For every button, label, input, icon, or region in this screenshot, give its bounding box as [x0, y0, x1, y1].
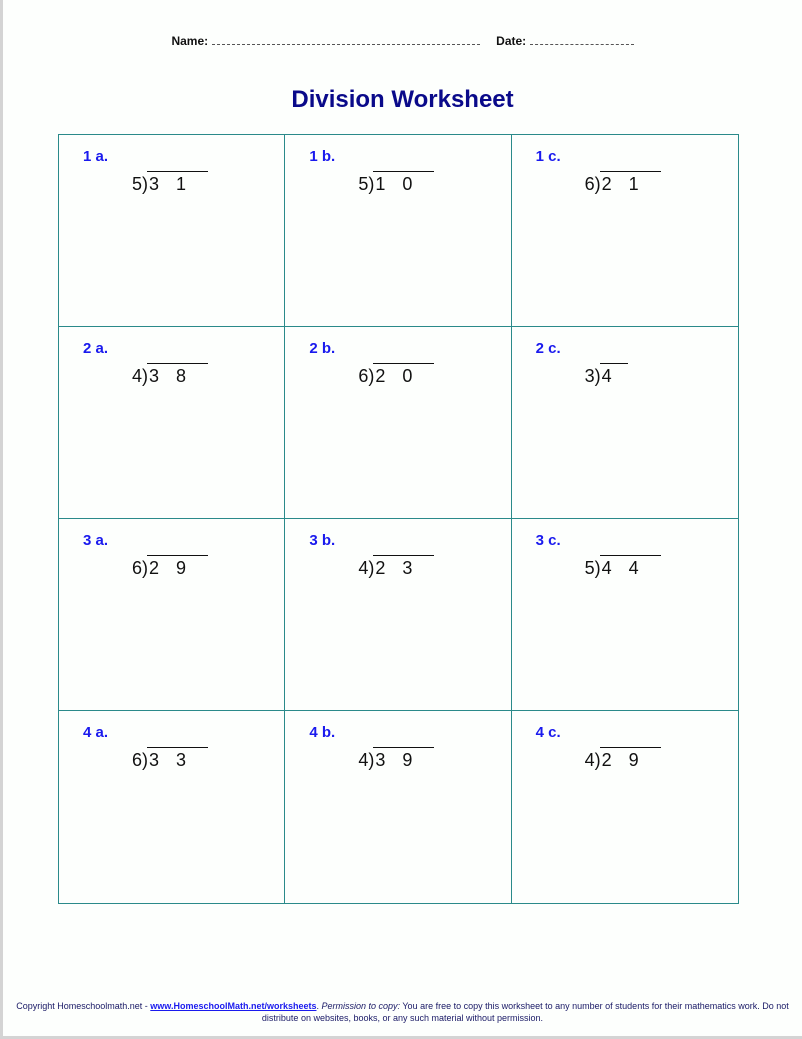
divisor: 4) [358, 750, 375, 770]
name-date-header: Name: Date: [3, 34, 802, 48]
long-division-problem: 3)4 [585, 363, 628, 387]
page-title: Division Worksheet [291, 86, 514, 113]
problem-cell: 4 a. 6)3 3 [59, 711, 286, 903]
problem-label: 1 a. [83, 148, 109, 165]
divisor: 6) [584, 174, 601, 194]
worksheets-link[interactable]: www.HomeschoolMath.net/worksheets [150, 1001, 317, 1011]
worksheet-page: Name: Date: Division Worksheet 1 a. 5)3 … [3, 0, 802, 1036]
divisor: 3) [584, 366, 601, 386]
problem-cell: 3 c. 5)4 4 [511, 519, 738, 711]
dividend: 2 9 [147, 555, 209, 579]
dividend: 4 4 [599, 555, 661, 579]
problem-cell: 3 a. 6)2 9 [59, 519, 286, 711]
problem-cell: 2 c. 3)4 [511, 327, 738, 519]
dividend: 4 [599, 363, 628, 387]
dividend: 3 1 [147, 171, 209, 195]
problem-label: 3 a. [83, 532, 109, 549]
long-division-problem: 4)3 8 [132, 363, 209, 387]
dividend: 2 0 [373, 363, 435, 387]
long-division-problem: 6)2 0 [358, 363, 435, 387]
problem-label: 1 c. [535, 148, 561, 165]
name-field-line [211, 34, 480, 45]
divisor: 5) [132, 174, 149, 194]
long-division-problem: 5)3 1 [132, 171, 209, 195]
long-division-problem: 6)2 1 [585, 171, 661, 195]
divisor: 6) [132, 750, 149, 770]
copyright-text: Copyright Homeschoolmath.net - [16, 1001, 151, 1011]
dividend: 3 9 [373, 747, 435, 771]
dividend: 2 1 [599, 171, 661, 195]
long-division-problem: 4)3 9 [358, 747, 435, 771]
dividend: 3 8 [147, 363, 209, 387]
problem-cell: 3 b. 4)2 3 [285, 519, 512, 711]
long-division-problem: 6)2 9 [132, 555, 209, 579]
footer-separator: . [316, 1001, 322, 1011]
problem-label: 2 b. [309, 340, 336, 357]
footer: Copyright Homeschoolmath.net - www.Homes… [3, 1000, 802, 1024]
dividend: 2 3 [373, 555, 435, 579]
divisor: 4) [132, 366, 149, 386]
divisor: 4) [584, 750, 601, 770]
problem-cell: 1 c. 6)2 1 [511, 135, 738, 327]
problem-cell: 4 b. 4)3 9 [285, 711, 512, 903]
problem-cell: 4 c. 4)2 9 [512, 711, 738, 903]
problem-cell: 2 a. 4)3 8 [59, 327, 286, 519]
problem-label: 4 a. [83, 724, 109, 741]
problem-cell: 1 a. 5)3 1 [59, 135, 286, 327]
name-label: Name: [171, 34, 209, 48]
dividend: 1 0 [373, 171, 435, 195]
long-division-problem: 6)3 3 [132, 747, 209, 771]
divisor: 6) [132, 558, 149, 578]
permission-text: You are free to copy this worksheet to a… [261, 1001, 789, 1023]
problem-label: 3 b. [309, 532, 336, 549]
problem-label: 4 b. [309, 724, 336, 741]
date-label: Date: [496, 34, 527, 48]
problem-cell: 1 b. 5)1 0 [285, 135, 512, 327]
divisor: 5) [584, 558, 601, 578]
problem-label: 4 c. [535, 724, 561, 741]
divisor: 6) [358, 366, 375, 386]
long-division-problem: 5)4 4 [585, 555, 661, 579]
dividend: 3 3 [147, 747, 209, 771]
problem-label: 1 b. [309, 148, 336, 165]
divisor: 4) [358, 558, 375, 578]
date-field-line [529, 34, 634, 45]
problem-label: 2 c. [535, 340, 561, 357]
divisor: 5) [358, 174, 375, 194]
long-division-problem: 4)2 3 [358, 555, 435, 579]
dividend: 2 9 [599, 747, 661, 771]
long-division-problem: 5)1 0 [358, 171, 435, 195]
problem-label: 2 a. [83, 340, 109, 357]
problem-cell: 2 b. 6)2 0 [285, 327, 512, 519]
problem-label: 3 c. [535, 532, 561, 549]
long-division-problem: 4)2 9 [585, 747, 661, 771]
permission-label: Permission to copy: [321, 1001, 401, 1011]
